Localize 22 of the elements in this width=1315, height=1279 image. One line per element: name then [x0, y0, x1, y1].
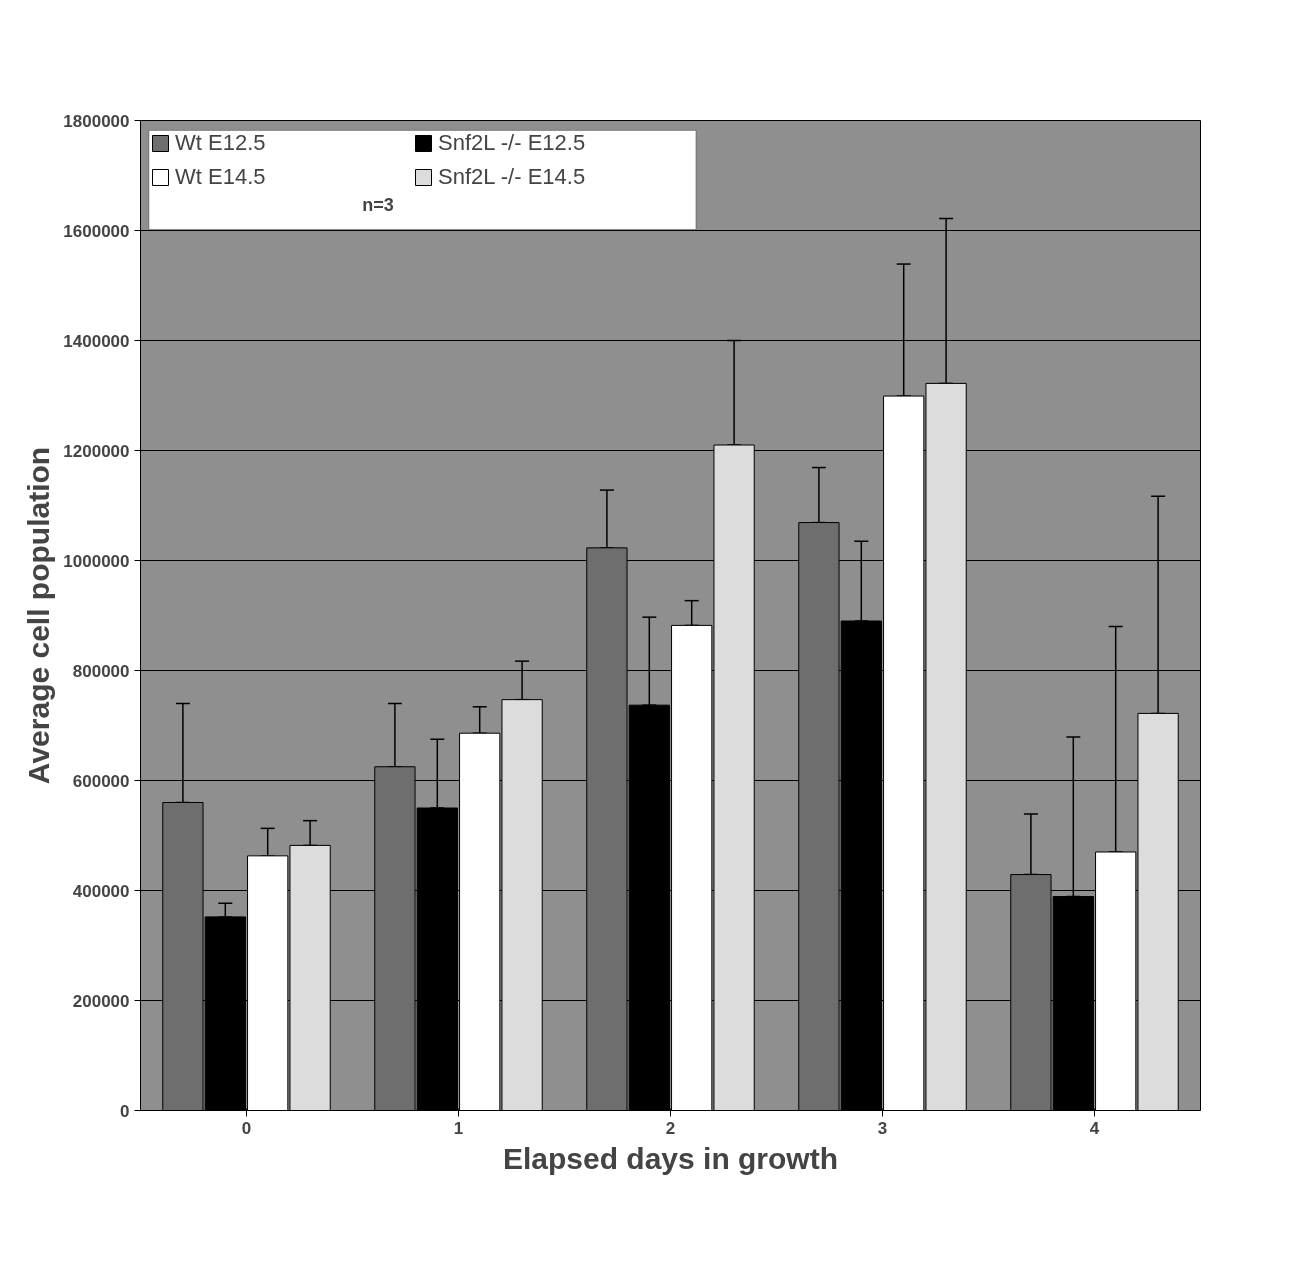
y-tick-label: 0: [120, 1101, 130, 1121]
x-tick-label: 1: [453, 1118, 464, 1138]
legend-label: Wt E12.5: [175, 130, 267, 156]
y-tick-label: 200000: [72, 991, 130, 1011]
y-tick-label: 800000: [72, 661, 130, 681]
y-tick-label: 1400000: [63, 331, 130, 351]
y-tick-label: 600000: [72, 771, 130, 791]
legend-label: Wt E14.5: [175, 164, 267, 190]
y-tick-label: 1000000: [63, 551, 130, 571]
y-tick-label: 1800000: [63, 111, 130, 131]
y-tick-label: 1200000: [63, 441, 130, 461]
x-tick-label: 2: [665, 1118, 676, 1138]
x-tick-label: 3: [877, 1118, 888, 1138]
y-tick-label: 400000: [72, 881, 130, 901]
x-tick-label: 4: [1089, 1118, 1100, 1138]
legend-label: Snf2L -/- E14.5: [438, 164, 587, 190]
legend-label: Snf2L -/- E12.5: [438, 130, 587, 156]
y-axis-title: Average cell population: [22, 446, 56, 785]
annotation: n=3: [362, 194, 394, 215]
y-tick-label: 1600000: [63, 221, 130, 241]
x-axis-title: Elapsed days in growth: [502, 1141, 839, 1175]
x-tick-label: 0: [241, 1118, 252, 1138]
